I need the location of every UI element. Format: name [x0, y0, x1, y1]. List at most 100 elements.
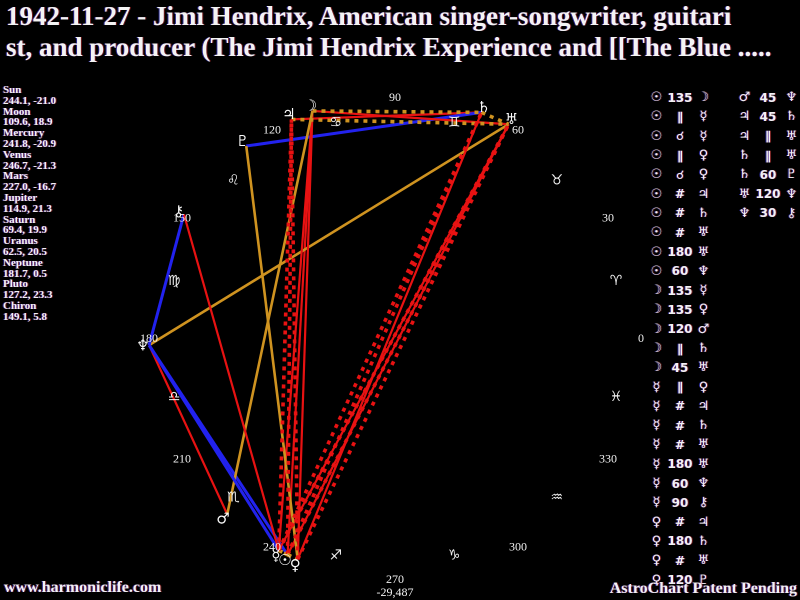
aspect-symbol-180: 180	[667, 245, 693, 260]
aspect-entry-moon-135-venus: ☽ 135 ♀	[648, 300, 712, 319]
planet-venus-glyph: ♀	[698, 167, 709, 183]
aspect-row: ☉ ∥ ♀ ♄ ∥ ♅	[648, 146, 800, 165]
planet-neptune-glyph: ♆	[697, 476, 710, 492]
aspect-line-moon-120-mars	[225, 110, 314, 515]
planet-uranus-glyph: ♅	[697, 553, 710, 569]
aspect-symbol-cpar: #	[674, 225, 686, 240]
aspect-entry-moon-120-mars: ☽ 120 ♂	[648, 320, 712, 339]
ring-tick-label-180: 180	[140, 331, 158, 345]
aspect-line-mercury-60-neptune	[147, 344, 281, 552]
aspect-entry-venus-cpar-jupiter: ♀ # ♃	[648, 513, 712, 532]
aspect-entry-sun-par-venus: ☉ ∥ ♀	[648, 146, 712, 165]
aspect-entry-sun-cpar-jupiter: ☉ # ♃	[648, 184, 712, 203]
planet-mars-glyph: ♂	[216, 510, 229, 528]
ring-tick-label-210: 210	[173, 452, 191, 466]
aspect-symbol-120: 120	[667, 322, 693, 337]
planet-jupiter-glyph: ♃	[738, 109, 751, 125]
planet-pluto-glyph: ♇	[236, 132, 249, 150]
aspect-line-mars-45-neptune	[148, 344, 229, 515]
planet-moon-glyph: ☽	[650, 302, 663, 318]
aspect-symbol-45: 45	[759, 90, 777, 105]
planet-mercury-glyph: ☿	[652, 418, 661, 434]
aspect-entry-sun-cpar-saturn: ☉ # ♄	[648, 204, 712, 223]
aspect-entry-venus-120-pluto: ♀ 120 ♇	[648, 570, 712, 589]
planet-position-value: 62.5, 20.5	[3, 245, 47, 258]
planet-name-jupiter: Jupiter	[3, 191, 38, 204]
aspect-entry-venus-180-saturn: ♀ 180 ♄	[648, 532, 712, 551]
aspect-symbol-par: ∥	[765, 148, 771, 163]
planet-jupiter-glyph: ♃	[697, 398, 710, 414]
zodiac-taurus-glyph: ♉	[550, 173, 563, 189]
aspect-line-mercury-180-uranus	[277, 123, 510, 551]
aspect-entry-neptune-30-chiron: ♆ 30 ⚷	[736, 204, 800, 223]
planet-name-sun: Sun	[3, 84, 22, 96]
ring-tick-label-30: 30	[602, 211, 614, 225]
aspect-entry-mercury-cpar-saturn: ☿ # ♄	[648, 416, 712, 435]
aspect-entry-moon-45-uranus: ☽ 45 ♅	[648, 358, 712, 377]
planet-position-value: 227.0, -16.7	[3, 181, 57, 194]
title-line-2: st, and producer (The Jimi Hendrix Exper…	[6, 32, 772, 62]
patent-text: AstroChart Patent Pending	[609, 580, 797, 597]
planet-neptune-glyph: ♆	[738, 205, 751, 221]
aspect-entry-jupiter-par-uranus: ♃ ∥ ♅	[736, 127, 800, 146]
ring-tick-label-270: 270	[386, 572, 404, 586]
planet-chiron-glyph: ⚷	[173, 202, 184, 220]
aspect-row: ☉ ☌ ♀ ♄ 60 ♇	[648, 165, 800, 184]
planet-sun-glyph: ☉	[650, 109, 663, 125]
planet-sun-glyph: ☉	[650, 128, 663, 144]
aspect-entry-venus-cpar-uranus: ♀ # ♅	[648, 551, 712, 570]
planet-venus-glyph: ♀	[698, 302, 709, 318]
ring-tick-label-300: 300	[509, 540, 527, 554]
planet-neptune-glyph: ♆	[697, 263, 710, 279]
aspect-list-panel: ☉ 135 ☽ ♂ 45 ♆ ☉ ∥ ☿ ♃ 45 ♄ ☉ ☌ ☿ ♃ ∥ ♅ ☉ ∥ ♀ ♄ ∥ ♅ ☉ ☌ ♀ ♄ 60 ♇ ☉ # ♃ ♅ 1…	[648, 88, 800, 590]
planet-uranus-glyph: ♅	[785, 148, 798, 164]
aspect-row: ♀ 180 ♄	[648, 532, 800, 551]
aspect-line-moon-135-venus	[296, 110, 314, 560]
aspect-line-sun-cpar-uranus	[285, 123, 511, 556]
planet-saturn-glyph: ♄	[738, 167, 751, 183]
aspect-symbol-par: ∥	[765, 129, 771, 144]
planet-mercury-glyph: ☿	[652, 476, 661, 492]
planet-moon-glyph: ☽	[650, 360, 663, 376]
aspect-symbol-45: 45	[671, 360, 689, 375]
aspect-line-saturn-60-pluto	[246, 110, 482, 148]
planet-name-pluto: Pluto	[3, 278, 29, 291]
planet-uranus-glyph: ♅	[738, 186, 751, 202]
planet-saturn-glyph: ♄	[477, 98, 490, 116]
aspect-line-sun-cpar-saturn	[285, 111, 484, 556]
planet-name-uranus: Uranus	[3, 235, 38, 248]
zodiac-gemini-glyph: ♊	[448, 115, 461, 131]
aspect-row: ☉ ☌ ☿ ♃ ∥ ♅	[648, 127, 800, 146]
ring-tick-label-60: 60	[512, 122, 524, 136]
aspect-symbol-cpar: #	[674, 553, 686, 568]
planet-position-value: 69.4, 19.9	[3, 224, 47, 237]
aspect-row: ♀ # ♃	[648, 513, 800, 532]
aspect-entry-mercury-cpar-jupiter: ☿ # ♃	[648, 397, 712, 416]
ring-tick-label-150: 150	[173, 211, 191, 225]
planet-jupiter-glyph: ♃	[697, 186, 710, 202]
zodiac-cancer-glyph: ♋	[330, 115, 343, 131]
aspect-row: ☽ 120 ♂	[648, 320, 800, 339]
planet-name-mercury: Mercury	[3, 127, 45, 140]
planet-uranus-glyph: ♅	[505, 110, 518, 128]
planet-neptune-glyph: ♆	[785, 186, 798, 202]
planet-uranus-glyph: ♅	[697, 456, 710, 472]
aspect-symbol-par: ∥	[677, 380, 683, 395]
aspect-row: ♀ 120 ♇	[648, 570, 800, 589]
zodiac-leo-glyph: ♌	[227, 173, 240, 189]
planet-venus-glyph: ♀	[651, 533, 662, 549]
planet-position-value: 181.7, 0.5	[3, 267, 47, 280]
aspect-line-venus-180-saturn	[296, 111, 483, 560]
aspect-entry-sun-conj-venus: ☉ ☌ ♀	[648, 165, 712, 184]
planet-venus-glyph: ♀	[651, 553, 662, 569]
planet-sun-glyph: ☉	[650, 186, 663, 202]
planet-sun-glyph: ☉	[650, 244, 663, 260]
planet-sun-glyph: ☉	[650, 263, 663, 279]
aspect-symbol-135: 135	[667, 283, 693, 298]
aspect-entry-sun-135-moon: ☉ 135 ☽	[648, 88, 712, 107]
planet-name-saturn: Saturn	[3, 213, 36, 226]
aspect-entry-sun-cpar-uranus: ☉ # ♅	[648, 223, 712, 242]
planet-position-value: 127.2, 23.3	[3, 289, 53, 302]
planet-mercury-glyph: ☿	[652, 437, 661, 453]
